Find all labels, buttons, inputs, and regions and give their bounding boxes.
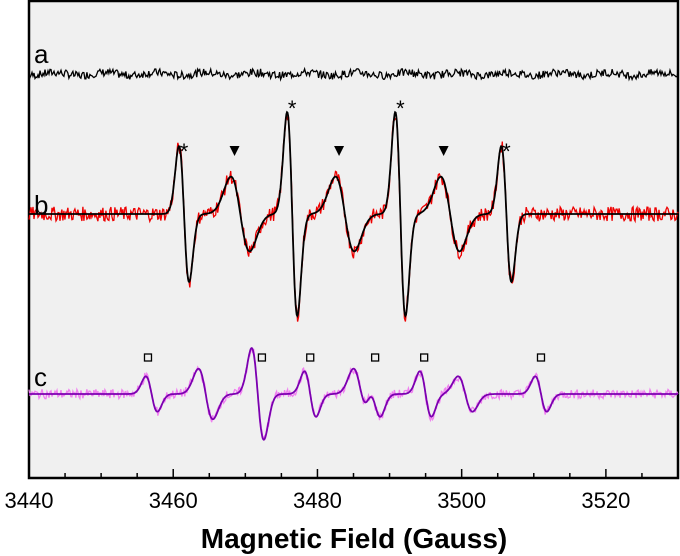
x-axis-ticks: 3440 3460 3480 3500 3520 [5, 469, 679, 513]
marker-triangle [438, 146, 449, 156]
marker-square [143, 353, 153, 362]
marker-asterisk: * [396, 96, 405, 121]
trace-label-b: b [34, 190, 48, 220]
trace-label-c: c [34, 362, 47, 392]
marker-asterisk: * [288, 96, 297, 121]
marker-square [370, 353, 380, 362]
trace-b-fit [29, 110, 678, 318]
marker-triangle [334, 146, 345, 156]
x-tick-label: 3520 [581, 488, 630, 513]
marker-square [420, 353, 429, 362]
x-tick-label: 3480 [293, 488, 342, 513]
trace-c-fit [29, 347, 678, 441]
marker-asterisk: * [502, 139, 511, 164]
marker-square [536, 353, 546, 362]
x-tick-label: 3440 [5, 488, 54, 513]
trace-b-experimental [28, 115, 679, 322]
x-tick-label: 3460 [149, 488, 198, 513]
marker-square [257, 353, 267, 362]
marker-asterisk: * [180, 139, 189, 164]
marker-square [306, 353, 315, 362]
x-tick-label: 3500 [437, 488, 486, 513]
plot-area [27, 0, 680, 480]
chart-marks: a b c * * * * [28, 39, 679, 441]
x-axis-title: Magnetic Field (Gauss) [201, 523, 508, 554]
marker-triangle [229, 146, 240, 156]
trace-a-experimental [28, 66, 679, 82]
trace-label-a: a [34, 39, 49, 69]
